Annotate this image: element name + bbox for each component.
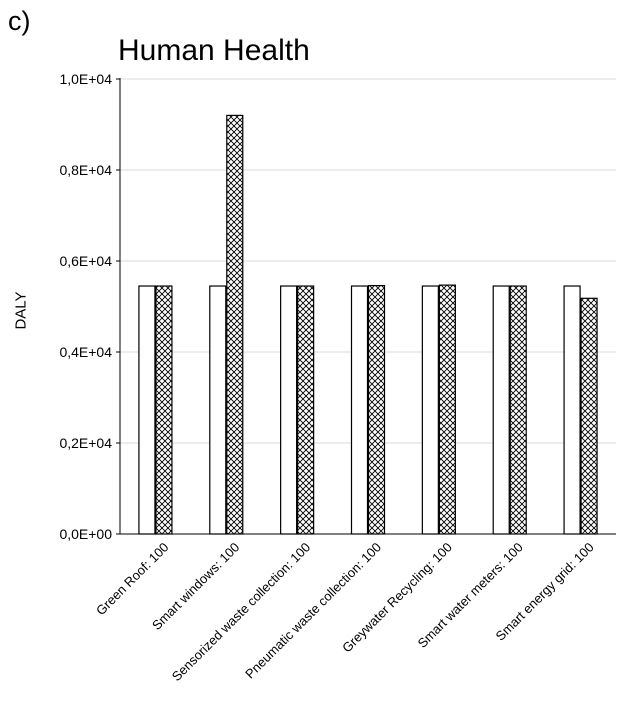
bar-series-2 [155,285,173,535]
bar-series-1 [280,285,298,535]
bar-series-1 [209,285,227,535]
bar-series-1 [138,285,156,535]
x-category-label: Pneumatic waste collection: 100 [242,540,384,682]
bar-series-1 [563,285,581,535]
y-tick-label: 0,0E+00 [59,526,112,542]
bar-series-1 [421,285,439,535]
bars [138,114,598,535]
bar-series-2 [297,285,315,535]
bar-series-1 [492,285,510,535]
bar-series-1 [350,285,369,535]
y-tick-label: 0,4E+04 [59,344,112,360]
y-axis-ticks: 0,0E+00 0,2E+04 0,4E+04 0,6E+04 0,8E+04 1,0E+… [59,71,120,542]
panel-label: c) [8,6,31,36]
x-category-label: Sensorized waste collection: 100 [169,540,313,684]
bar-series-2 [438,284,456,535]
bar-series-2 [367,284,386,535]
y-tick-label: 0,8E+04 [59,162,112,178]
bar-series-2 [226,114,244,535]
x-category-label: Green Roof: 100 [93,540,172,619]
chart-title: Human Health [118,34,310,67]
y-tick-label: 0,6E+04 [59,253,112,269]
bar-series-2 [509,285,527,535]
bar-series-2 [580,297,598,535]
y-tick-label: 1,0E+04 [59,71,112,87]
y-tick-label: 0,2E+04 [59,435,112,451]
